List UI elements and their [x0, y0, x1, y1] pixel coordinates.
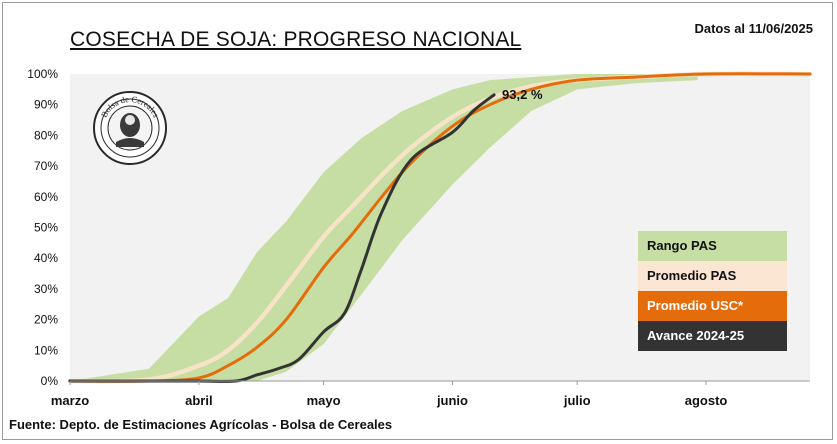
x-tick-label: julio — [563, 393, 591, 408]
x-tick-label: junio — [436, 393, 468, 408]
y-tick-label: 60% — [34, 190, 58, 204]
legend-item-rango-pas: Rango PAS — [638, 231, 787, 261]
avance-value-label: 93,2 % — [502, 87, 543, 102]
y-tick-label: 0% — [41, 374, 59, 388]
y-tick-label: 30% — [34, 282, 58, 296]
y-tick-label: 70% — [34, 159, 58, 173]
y-tick-label: 20% — [34, 313, 58, 327]
range-band-area — [70, 74, 698, 381]
x-tick-label: abril — [185, 393, 212, 408]
x-tick-label: mayo — [307, 393, 341, 408]
date-label: Datos al 11/06/2025 — [694, 21, 813, 36]
chart-title: COSECHA DE SOJA: PROGRESO NACIONAL — [70, 28, 522, 51]
legend-item-promedio-usc: Promedio USC* — [638, 291, 787, 321]
y-tick-label: 80% — [34, 128, 58, 142]
y-tick-label: 90% — [34, 98, 58, 112]
y-tick-label: 100% — [27, 67, 58, 81]
legend-item-promedio-pas: Promedio PAS — [638, 261, 787, 291]
y-tick-label: 50% — [34, 221, 58, 235]
x-tick-label: agosto — [685, 393, 728, 408]
bolsa-de-cereales-logo: Bolsa de Cereales — [93, 91, 167, 165]
source-note: Fuente: Depto. de Estimaciones Agrícolas… — [9, 417, 393, 432]
y-tick-label: 40% — [34, 251, 58, 265]
promedio-usc-line — [68, 72, 812, 383]
x-tick-label: marzo — [51, 393, 89, 408]
legend-item-avance-2024-25: Avance 2024-25 — [638, 321, 787, 351]
legend: Rango PAS Promedio PAS Promedio USC* Ava… — [638, 231, 787, 351]
y-tick-label: 10% — [34, 343, 58, 357]
